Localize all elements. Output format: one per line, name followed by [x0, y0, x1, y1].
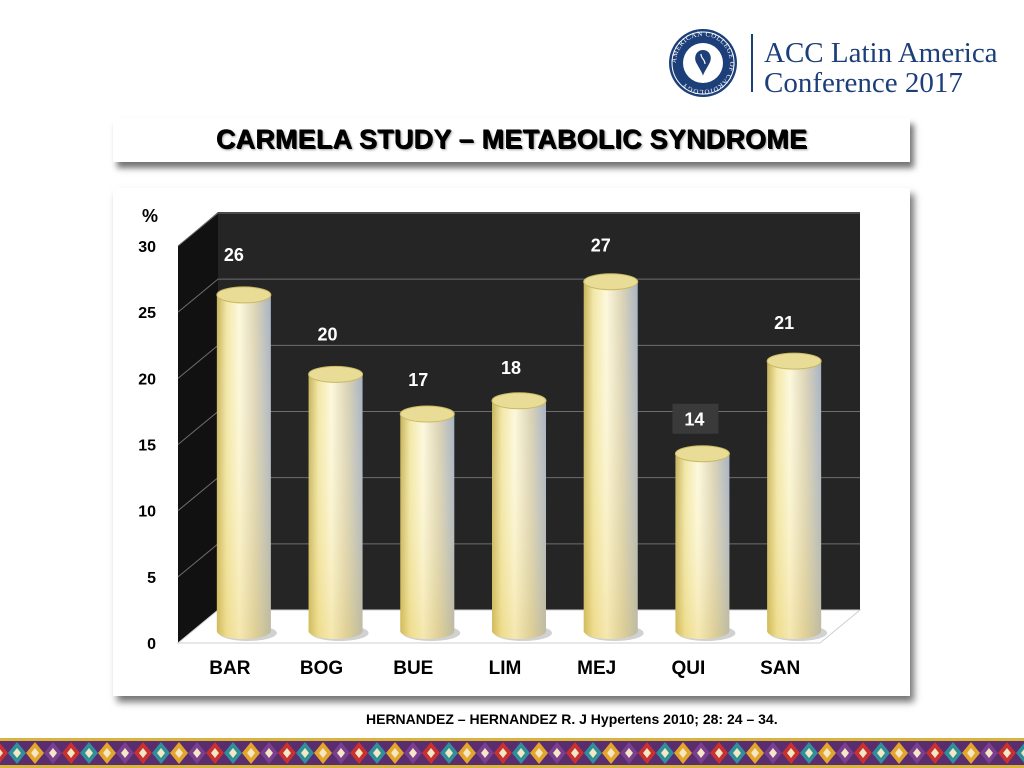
- bar-shading: [492, 400, 546, 639]
- chart-panel: 0 5 10 15 20 25 30% 26 BAR 20 BOG 17 BUE 18 LIM 27 MEJ 14…: [113, 188, 910, 696]
- y-tick-label: 5: [147, 570, 156, 587]
- bar-top: [308, 365, 364, 383]
- gridline: [177, 278, 860, 313]
- x-tick-label: QUI: [672, 658, 706, 679]
- acc-seal-icon: AMERICAN COLLEGE OF CARDIOLOGY: [669, 29, 737, 97]
- slide-title-bar: CARMELA STUDY – METABOLIC SYNDROME: [113, 118, 910, 162]
- y-tick-label: 30: [138, 239, 156, 256]
- logo-divider: [751, 34, 753, 92]
- bar-top: [399, 405, 455, 423]
- bar-shading: [675, 453, 730, 639]
- x-tick-label: BUE: [393, 658, 433, 679]
- y-tick-label: 20: [138, 371, 156, 388]
- data-label: 20: [318, 324, 338, 344]
- y-tick-label: 0: [147, 636, 156, 653]
- x-tick-label: BAR: [209, 658, 250, 679]
- bar-shading: [216, 294, 271, 639]
- citation: HERNANDEZ – HERNANDEZ R. J Hypertens 201…: [366, 711, 778, 727]
- logo-title-line-1: ACC Latin America: [764, 37, 998, 69]
- slide-title: CARMELA STUDY – METABOLIC SYNDROME: [215, 124, 808, 154]
- bar-top: [491, 392, 547, 410]
- data-label: 18: [501, 358, 521, 378]
- y-tick-label: 15: [138, 438, 156, 455]
- bar-shading: [308, 374, 363, 639]
- y-axis-label: %: [142, 206, 158, 226]
- bar-shading: [400, 414, 455, 639]
- bar-top: [674, 445, 730, 463]
- data-label: 26: [224, 245, 244, 265]
- y-tick-label: 10: [138, 504, 156, 521]
- data-label: 21: [774, 313, 794, 333]
- y-tick-label: 25: [138, 305, 156, 322]
- acc-logo: AMERICAN COLLEGE OF CARDIOLOGY ACC Latin…: [668, 26, 998, 100]
- bar-top: [766, 352, 822, 370]
- decorative-border: [0, 738, 1024, 768]
- x-tick-label: MEJ: [577, 658, 616, 679]
- bar-chart: 0 5 10 15 20 25 30% 26 BAR 20 BOG 17 BUE 18 LIM 27 MEJ 14…: [138, 206, 862, 679]
- x-tick-label: BOG: [300, 658, 343, 679]
- x-tick-label: SAN: [760, 658, 800, 679]
- data-label: 14: [684, 410, 704, 430]
- gridline: [177, 212, 860, 247]
- data-label-box: [672, 403, 719, 434]
- data-label: 17: [408, 370, 428, 390]
- bar-shading: [583, 281, 638, 639]
- bar-top: [583, 273, 639, 291]
- x-tick-label: LIM: [489, 658, 522, 679]
- bar-shading: [767, 361, 822, 639]
- logo-title-line-2: Conference 2017: [764, 67, 963, 99]
- data-label: 27: [591, 236, 611, 256]
- bar-top: [216, 286, 272, 304]
